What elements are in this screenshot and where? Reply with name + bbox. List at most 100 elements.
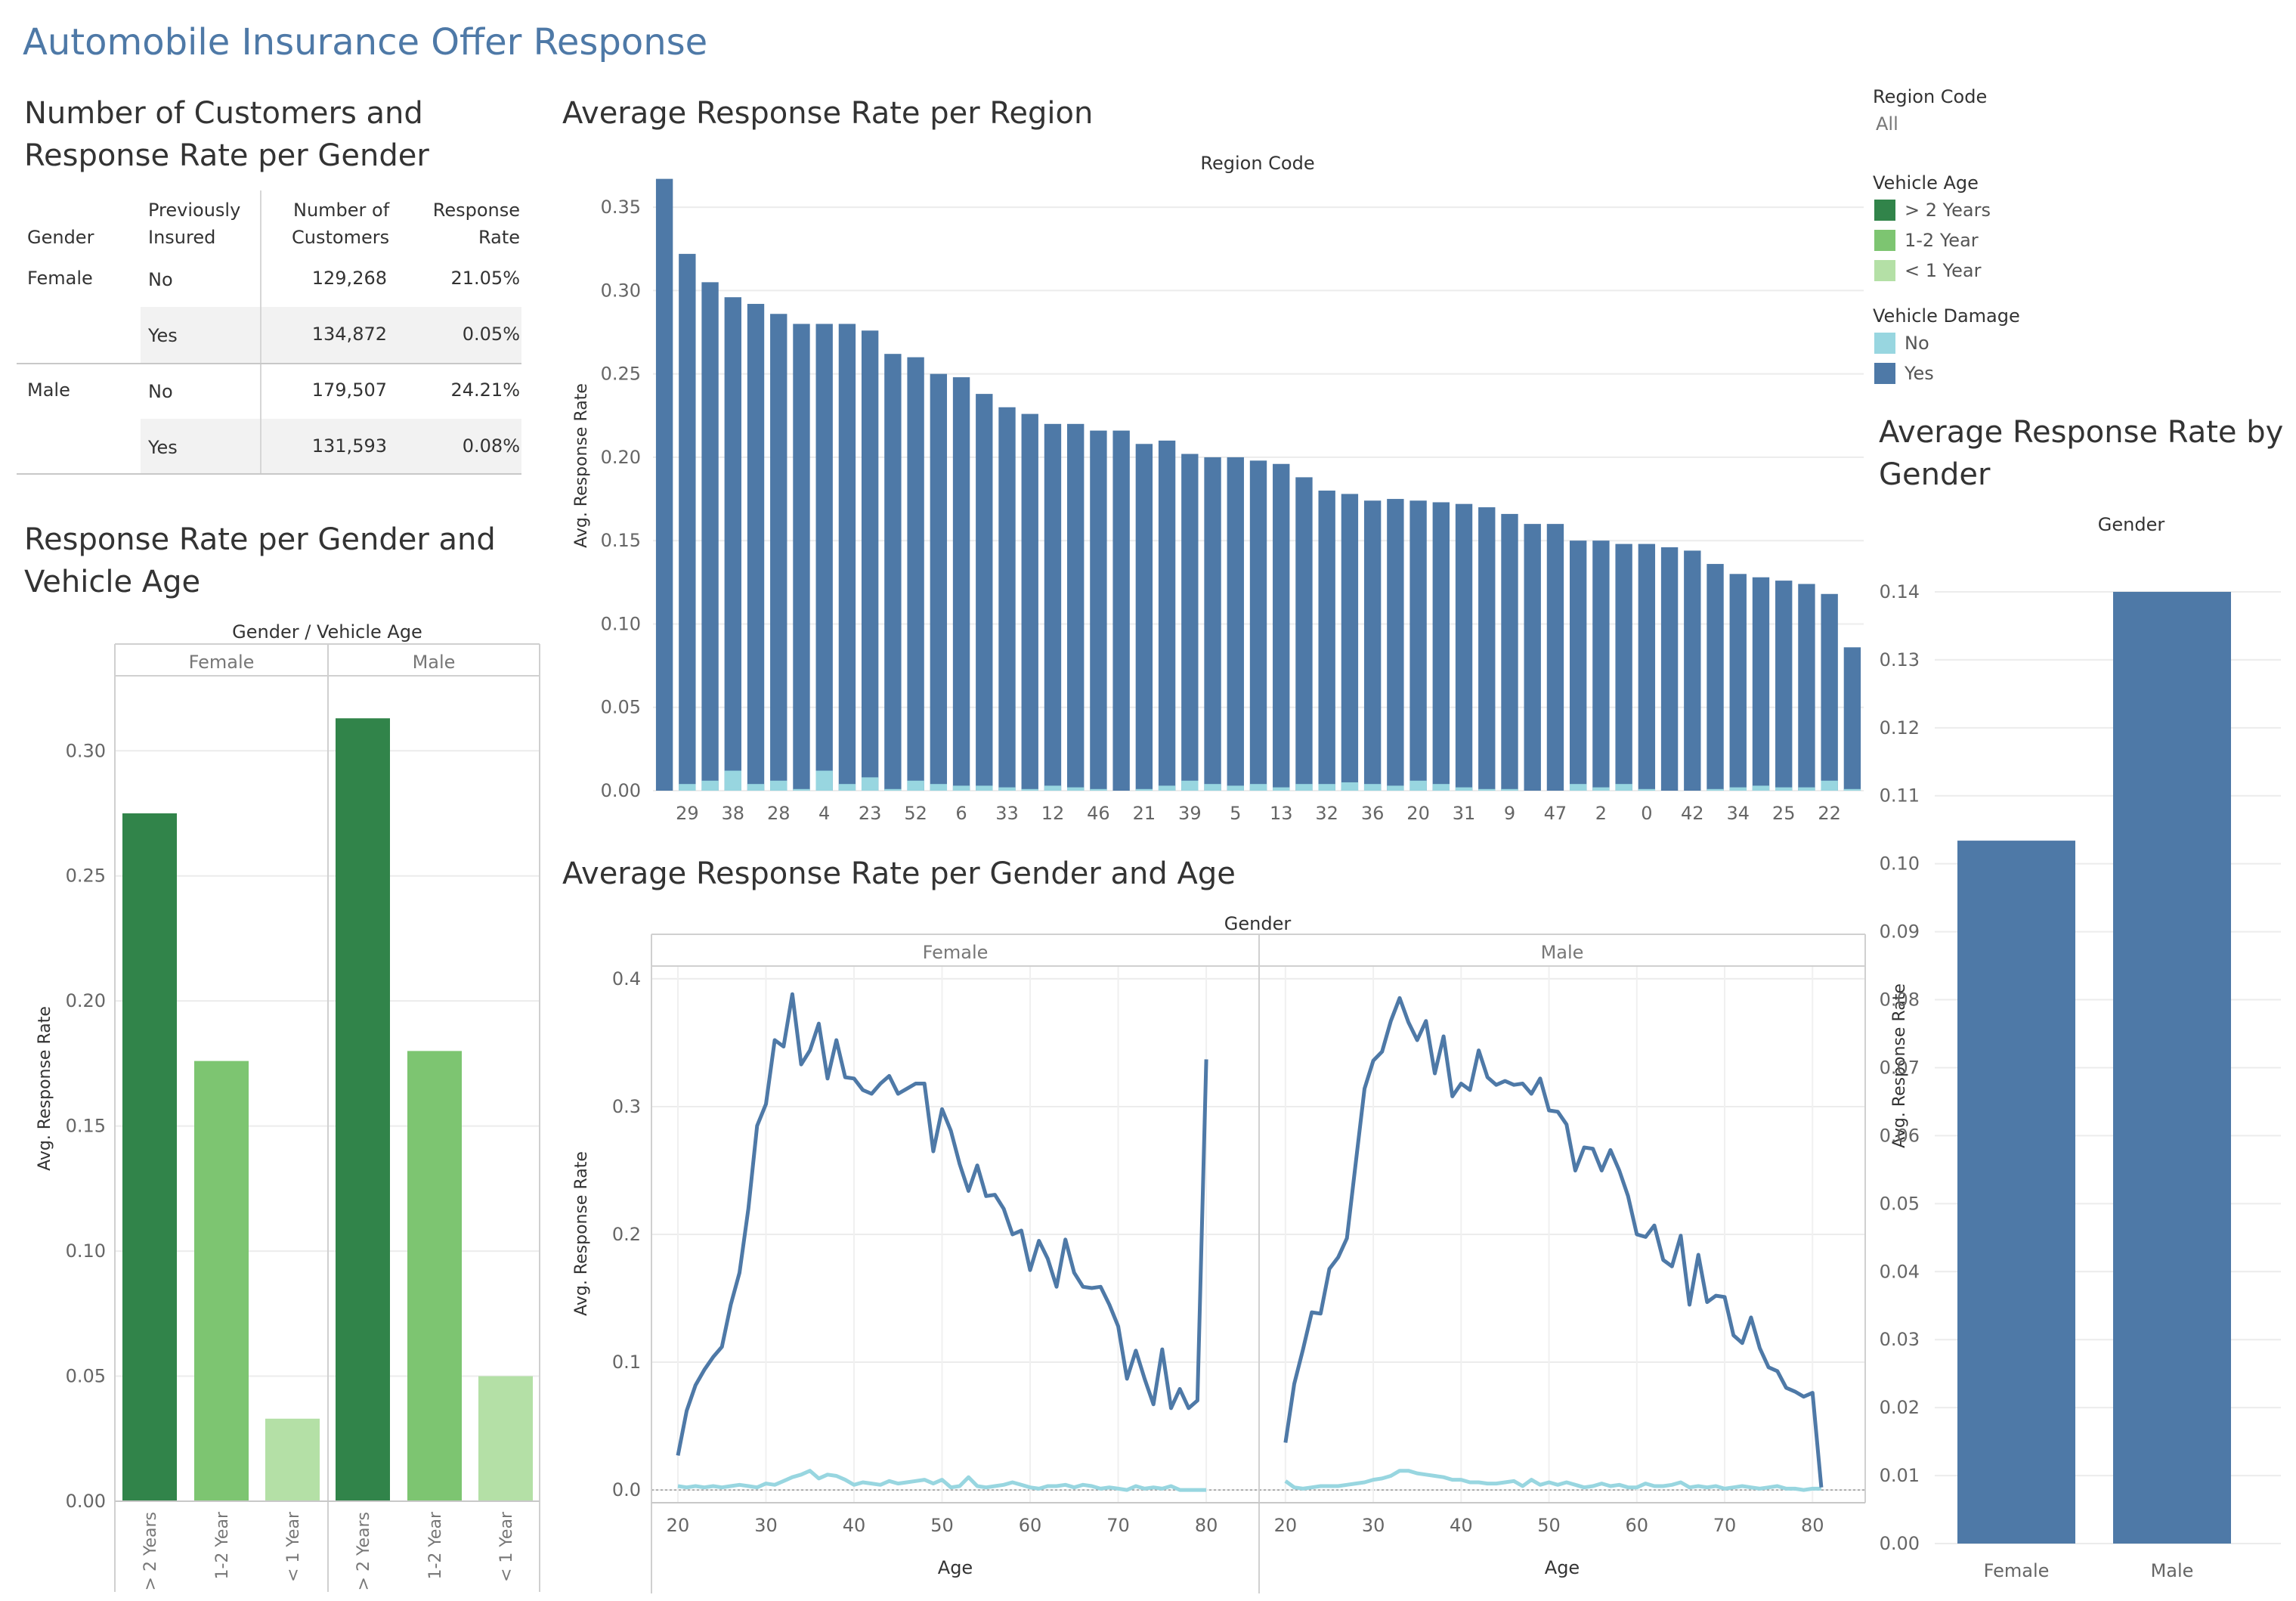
y-tick-label: 0.06 xyxy=(1880,1125,1920,1146)
table-title-line2: Response Rate per Gender xyxy=(24,138,429,173)
region-bar-no xyxy=(861,777,879,791)
region-bar-yes xyxy=(1546,524,1564,791)
region-bar-yes xyxy=(1318,491,1335,791)
gender-vehicle-age-title-line2: Vehicle Age xyxy=(24,565,201,599)
header-rate-line1: Response xyxy=(432,200,520,221)
bar-female-1 xyxy=(194,1061,249,1501)
y-tick-label: 0.00 xyxy=(1880,1533,1920,1554)
dashboard-title: Automobile Insurance Offer Response xyxy=(23,21,708,63)
region-bar-no xyxy=(1135,788,1153,791)
y-axis-label: Avg. Response Rate xyxy=(36,1006,54,1171)
region-bar-no xyxy=(1501,788,1518,791)
region-bar-yes xyxy=(1638,543,1656,791)
legend-item-over-2-years[interactable]: > 2 Years xyxy=(1905,200,1991,221)
y-tick-label: 0.00 xyxy=(601,780,641,801)
x-tick-label: 29 xyxy=(676,803,699,824)
gender-vehicle-age-header: Gender / Vehicle Age xyxy=(232,621,422,643)
x-tick-label: 30 xyxy=(1362,1515,1385,1536)
bar-female-2 xyxy=(265,1418,320,1501)
region-bar-yes xyxy=(1295,477,1313,791)
y-tick-label: 0.15 xyxy=(601,530,641,551)
legend-swatch-damage-no[interactable] xyxy=(1874,333,1895,354)
legend-item-1-2-year[interactable]: 1-2 Year xyxy=(1905,230,1979,251)
y-tick-label: 0.01 xyxy=(1880,1465,1920,1486)
table-cell-customers: 131,593 xyxy=(311,435,387,457)
region-bar-no xyxy=(1021,788,1038,791)
vehicle-age-legend-title: Vehicle Age xyxy=(1873,172,1979,194)
x-tick-label: 1-2 Year xyxy=(426,1511,445,1579)
x-tick-label: 4 xyxy=(818,803,830,824)
region-bar-yes xyxy=(655,178,673,791)
table-cell-rate: 21.05% xyxy=(450,268,520,289)
region-bar-no xyxy=(1409,780,1427,791)
bar-male-2 xyxy=(478,1376,533,1501)
region-filter-label: Region Code xyxy=(1873,86,1988,107)
region-bar-no xyxy=(1341,782,1359,791)
x-tick-label: 9 xyxy=(1504,803,1515,824)
table-cell-customers: 129,268 xyxy=(311,268,387,289)
region-bar-yes xyxy=(1592,540,1610,791)
bar-male-1 xyxy=(407,1051,462,1501)
legend-swatch-1-2-year[interactable] xyxy=(1874,230,1895,251)
panel-label-female: Female xyxy=(923,942,989,963)
region-bar-yes xyxy=(1227,457,1244,791)
region-bar-no xyxy=(1843,788,1861,791)
region-bar-no xyxy=(1638,788,1656,791)
y-tick-label: 0.10 xyxy=(66,1240,106,1262)
table-cell-previously-insured: Yes xyxy=(148,437,178,458)
region-chart-title: Average Response Rate per Region xyxy=(562,96,1094,131)
header-customers-line2: Customers xyxy=(292,227,390,248)
y-tick-label: 0.00 xyxy=(66,1491,106,1512)
line-male-no-damage xyxy=(1284,1469,1821,1492)
x-axis-label-female: Age xyxy=(938,1557,973,1578)
vehicle-damage-legend-title: Vehicle Damage xyxy=(1873,305,2020,327)
gender-vehicle-age-title-line1: Response Rate per Gender and xyxy=(24,522,496,557)
header-previously-line1: Previously xyxy=(148,200,241,221)
legend-item-damage-no[interactable]: No xyxy=(1905,333,1929,354)
region-bar-yes xyxy=(1273,463,1290,791)
region-bar-yes xyxy=(1158,440,1176,791)
region-bar-yes xyxy=(1821,593,1838,791)
region-bar-no xyxy=(1044,785,1062,791)
legend-swatch-over-2-years[interactable] xyxy=(1874,200,1895,221)
region-bar-yes xyxy=(976,394,993,791)
legend-swatch-under-1-year[interactable] xyxy=(1874,260,1895,281)
x-tick-label: 60 xyxy=(1626,1515,1649,1536)
x-tick-label: 50 xyxy=(1537,1515,1561,1536)
region-bar-yes xyxy=(1615,543,1632,791)
region-bar-no xyxy=(679,784,696,791)
x-axis-label-male: Age xyxy=(1545,1557,1580,1578)
region-bar-no xyxy=(1273,787,1290,791)
x-tick-label: 52 xyxy=(904,803,927,824)
x-tick-label: 40 xyxy=(843,1515,866,1536)
region-bar-yes xyxy=(1432,502,1450,791)
y-tick-label: 0.04 xyxy=(1880,1261,1920,1282)
gender-age-chart-title: Average Response Rate per Gender and Age xyxy=(562,856,1236,891)
x-tick-label: 36 xyxy=(1361,803,1385,824)
legend-swatch-damage-yes[interactable] xyxy=(1874,363,1895,384)
region-bar-no xyxy=(1798,787,1815,791)
region-bar-yes xyxy=(1729,574,1747,791)
region-bar-yes xyxy=(1021,413,1038,791)
region-bar-no xyxy=(770,780,788,791)
region-bar-no xyxy=(1432,784,1450,791)
region-bar-yes xyxy=(815,324,833,791)
region-bar-yes xyxy=(998,407,1016,791)
line-male-damage xyxy=(1283,996,1824,1488)
region-bar-no xyxy=(1478,788,1496,791)
y-tick-label: 0.10 xyxy=(1880,853,1920,875)
region-bar-no xyxy=(793,788,810,791)
region-bar-no xyxy=(1363,784,1382,791)
x-tick-label: 38 xyxy=(722,803,745,824)
region-bar-no xyxy=(1455,787,1473,791)
region-bar-yes xyxy=(1752,577,1770,791)
y-tick-label: 0.30 xyxy=(601,280,641,301)
x-tick-label: 30 xyxy=(754,1515,778,1536)
header-customers-line1: Number of xyxy=(293,200,390,221)
legend-item-under-1-year[interactable]: < 1 Year xyxy=(1905,260,1982,281)
region-filter-dropdown[interactable]: All xyxy=(1876,113,1898,135)
y-tick-label: 0.02 xyxy=(1880,1397,1920,1418)
legend-item-damage-yes[interactable]: Yes xyxy=(1905,363,1934,384)
x-tick-label: 0 xyxy=(1641,803,1652,824)
region-bar-yes xyxy=(1455,503,1473,791)
